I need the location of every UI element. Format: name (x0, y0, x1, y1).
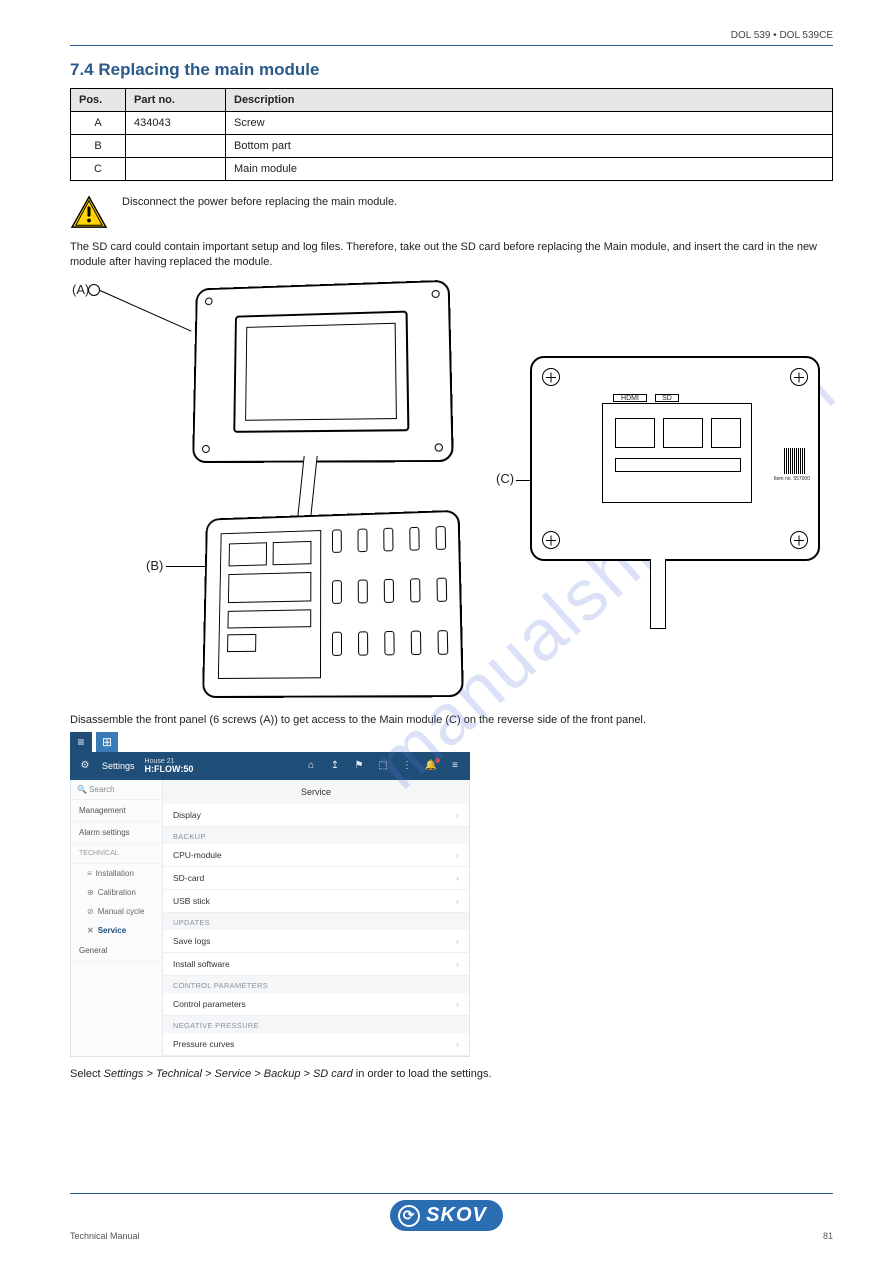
table-row: B Bottom part (71, 135, 833, 158)
cell: Main module (226, 158, 833, 181)
section-heading: Replacing the main module (98, 60, 319, 79)
cell (126, 158, 226, 181)
page-header: DOL 539 • DOL 539CE (70, 30, 833, 46)
front-panel (192, 279, 454, 462)
warning-icon (70, 195, 108, 232)
gear-icon[interactable]: ⚙ (78, 760, 92, 771)
th-desc: Description (226, 89, 833, 112)
row-control[interactable]: Control parameters› (163, 993, 469, 1016)
menu-button[interactable]: ≡ (70, 732, 92, 752)
section-number: 7.4 (70, 60, 94, 79)
warning-text: Disconnect the power before replacing th… (122, 195, 397, 210)
footer-page: 81 (823, 1231, 833, 1241)
sidebar-item-management[interactable]: Management (71, 800, 162, 822)
footer-left: Technical Manual (70, 1231, 140, 1241)
front-panel-reverse: HDMI SD Item no. 557000 (530, 356, 820, 561)
table-row: C Main module (71, 158, 833, 181)
main-module: HDMI SD (602, 403, 752, 503)
item-no: Item no. 557000 (774, 476, 810, 482)
cell: C (71, 158, 126, 181)
diagram-caption: Disassemble the front panel (6 screws (A… (70, 714, 833, 726)
brand-name: SKOV (426, 1204, 487, 1227)
label-c: (C) (496, 471, 514, 486)
page-footer: ⟳ SKOV Technical Manual 81 (0, 1193, 893, 1241)
cell: B (71, 135, 126, 158)
ui-topbar: ⚙ Settings House 21 H:FLOW:50 ⌂ ↥ ⚑ ⬚ ⋮ … (70, 752, 470, 780)
cell: A (71, 112, 126, 135)
window-icon[interactable]: ⬚ (376, 760, 390, 771)
th-partno: Part no. (126, 89, 226, 112)
sidebar-item-general[interactable]: General (71, 940, 162, 962)
sidebar-item-alarm[interactable]: Alarm settings (71, 822, 162, 844)
section-title: 7.4 Replacing the main module (70, 60, 833, 80)
barcode (784, 448, 806, 474)
sidebar-item-calibration[interactable]: ⊕Calibration (71, 883, 162, 902)
ui-screenshot: ≡ ⊞ ⚙ Settings House 21 H:FLOW:50 ⌂ ↥ ⚑ … (70, 732, 470, 1057)
leader-line (100, 290, 192, 332)
main-title: Service (163, 780, 469, 804)
row-logs[interactable]: Save logs› (163, 930, 469, 953)
group-backup: BACKUP (163, 827, 469, 844)
main-panel: Service Display› BACKUP CPU-module› SD-c… (163, 780, 469, 1056)
sidebar-item-service[interactable]: ✕Service (71, 921, 162, 940)
note-lead: Select (70, 1068, 104, 1080)
row-usb[interactable]: USB stick› (163, 890, 469, 913)
more-icon[interactable]: ⋮ (400, 760, 414, 771)
sidebar-item-manual[interactable]: ⊘Manual cycle (71, 902, 162, 921)
home-icon[interactable]: ⌂ (304, 760, 318, 771)
cell (126, 135, 226, 158)
bottom-part (202, 509, 464, 697)
sd-slot: SD (655, 394, 679, 402)
topbar-title: Settings (102, 761, 135, 771)
group-pressure: NEGATIVE PRESSURE (163, 1016, 469, 1033)
row-pressure[interactable]: Pressure curves› (163, 1033, 469, 1056)
group-control: CONTROL PARAMETERS (163, 976, 469, 993)
exploded-diagram: manualshive.com (A) (B) (C) (70, 276, 830, 706)
brand-logo: ⟳ SKOV (390, 1200, 503, 1231)
screw-icon (88, 284, 100, 296)
note-paragraph: Select Settings > Technical > Service > … (70, 1067, 833, 1082)
topbar-sub2: H:FLOW:50 (145, 765, 194, 774)
sidebar-group: TECHNICAL (71, 844, 162, 864)
bell-icon[interactable]: 🔔 (424, 760, 438, 771)
parts-table: Pos. Part no. Description A 434043 Screw… (70, 88, 833, 181)
menu-icon[interactable]: ≡ (448, 760, 462, 771)
label-b: (B) (146, 558, 163, 573)
label-a: (A) (72, 282, 89, 297)
logo-icon: ⟳ (398, 1205, 420, 1227)
hdmi-slot: HDMI (613, 394, 647, 402)
note-tail: in order to load the settings. (356, 1068, 492, 1080)
grid-button[interactable]: ⊞ (96, 732, 118, 752)
intro-paragraph: The SD card could contain important setu… (70, 240, 833, 270)
warning-block: Disconnect the power before replacing th… (70, 195, 833, 232)
table-row: A 434043 Screw (71, 112, 833, 135)
sidebar: 🔍 Search Management Alarm settings TECHN… (71, 780, 163, 1056)
th-pos: Pos. (71, 89, 126, 112)
topbar-sub1: House 21 (145, 758, 194, 765)
row-install[interactable]: Install software› (163, 953, 469, 976)
ribbon-cable (650, 559, 666, 629)
row-sd[interactable]: SD-card› (163, 867, 469, 890)
cell: 434043 (126, 112, 226, 135)
upload-icon[interactable]: ↥ (328, 760, 342, 771)
row-display[interactable]: Display› (163, 804, 469, 827)
cell: Screw (226, 112, 833, 135)
row-cpu[interactable]: CPU-module› (163, 844, 469, 867)
group-updates: UPDATES (163, 913, 469, 930)
menu-path: Settings > Technical > Service > Backup … (104, 1068, 353, 1080)
search-input[interactable]: 🔍 Search (71, 780, 162, 800)
flag-icon[interactable]: ⚑ (352, 760, 366, 771)
cell: Bottom part (226, 135, 833, 158)
sidebar-item-installation[interactable]: ≡Installation (71, 864, 162, 883)
